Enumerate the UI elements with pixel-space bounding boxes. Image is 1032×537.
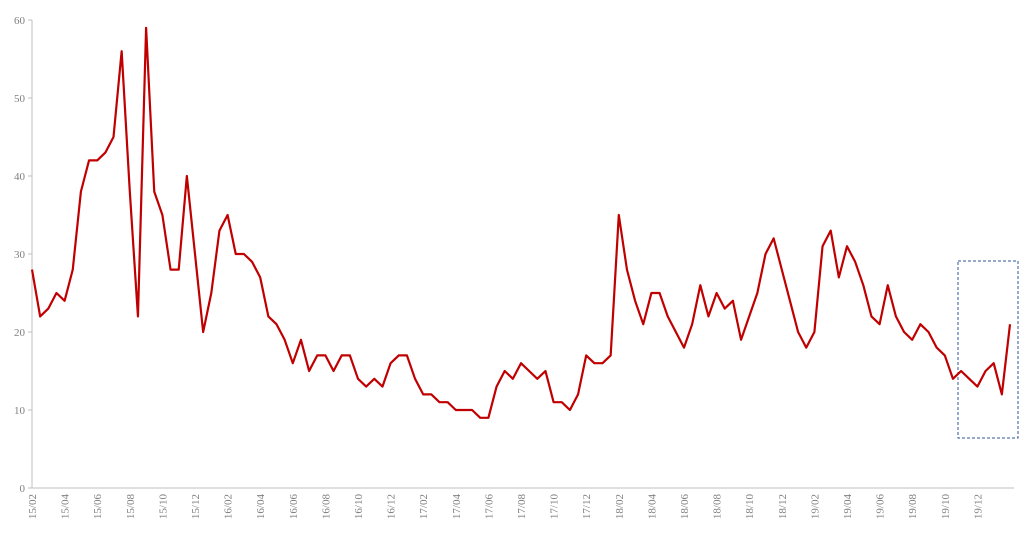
x-tick-label: 15/08 <box>125 494 137 520</box>
y-tick-label: 40 <box>14 171 26 183</box>
y-tick-label: 10 <box>14 405 26 417</box>
x-tick-label: 17/10 <box>549 494 561 520</box>
highlight-box <box>957 260 1019 439</box>
x-tick-label: 16/06 <box>288 494 300 520</box>
x-tick-label: 17/08 <box>516 494 528 520</box>
x-tick-label: 18/04 <box>646 494 658 520</box>
x-tick-label: 17/12 <box>581 494 593 519</box>
x-tick-label: 18/08 <box>712 494 724 520</box>
x-tick-label: 16/04 <box>255 494 267 520</box>
x-tick-label: 18/06 <box>679 494 691 520</box>
x-tick-label: 18/12 <box>777 494 789 519</box>
x-tick-label: 19/06 <box>875 494 887 520</box>
x-tick-label: 15/06 <box>92 494 104 520</box>
x-tick-label: 18/10 <box>744 494 756 520</box>
x-tick-label: 16/10 <box>353 494 365 520</box>
x-tick-label: 19/12 <box>972 494 984 519</box>
x-tick-label: 16/12 <box>386 494 398 519</box>
x-tick-label: 16/08 <box>320 494 332 520</box>
x-tick-label: 19/10 <box>940 494 952 520</box>
x-tick-label: 18/02 <box>614 494 626 519</box>
line-series <box>30 26 1012 419</box>
y-tick-label: 20 <box>14 327 26 339</box>
y-tick-label: 0 <box>20 483 26 495</box>
x-tick-label: 17/02 <box>418 494 430 519</box>
x-tick-label: 17/06 <box>483 494 495 520</box>
x-tick-label: 15/04 <box>60 494 72 520</box>
x-tick-label: 19/04 <box>842 494 854 520</box>
x-tick-label: 19/08 <box>907 494 919 520</box>
x-tick-label: 15/10 <box>157 494 169 520</box>
x-tick-label: 19/02 <box>809 494 821 519</box>
x-tick-label: 17/04 <box>451 494 463 520</box>
x-tick-label: 15/02 <box>27 494 39 519</box>
y-tick-label: 50 <box>14 93 26 105</box>
x-tick-label: 15/12 <box>190 494 202 519</box>
y-tick-label: 30 <box>14 249 26 261</box>
x-tick-label: 16/02 <box>223 494 235 519</box>
y-tick-label: 60 <box>14 15 26 27</box>
